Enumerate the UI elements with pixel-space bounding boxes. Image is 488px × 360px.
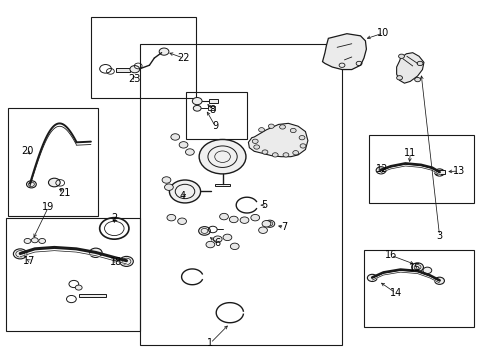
Circle shape [164,184,173,190]
Bar [91,17,195,98]
Circle shape [31,238,38,243]
Polygon shape [396,53,423,83]
Circle shape [213,236,222,242]
Circle shape [434,169,444,176]
Circle shape [396,76,402,80]
Circle shape [219,213,228,220]
Polygon shape [215,184,229,186]
Circle shape [299,135,305,140]
Circle shape [130,66,140,73]
Text: 8: 8 [209,105,215,115]
Circle shape [198,226,210,235]
Polygon shape [322,34,366,69]
Circle shape [26,181,36,188]
Circle shape [185,149,194,155]
Circle shape [366,274,376,282]
Bar [185,92,246,139]
Circle shape [414,77,420,82]
Circle shape [250,215,259,221]
Text: 22: 22 [177,53,189,63]
Circle shape [223,234,231,240]
Text: 6: 6 [214,238,220,248]
Text: 11: 11 [404,148,416,158]
Text: 13: 13 [452,166,464,176]
Text: 10: 10 [377,28,389,38]
Text: 7: 7 [281,222,287,232]
Circle shape [262,221,270,227]
Circle shape [159,48,168,55]
Text: 12: 12 [376,164,388,174]
Text: 18: 18 [110,257,122,267]
Circle shape [39,238,45,243]
Circle shape [162,177,170,183]
Polygon shape [248,123,307,157]
Circle shape [253,145,259,149]
Circle shape [205,241,214,248]
Text: 3: 3 [436,231,442,240]
Circle shape [283,153,288,157]
Circle shape [416,61,422,66]
Circle shape [75,285,82,290]
Bar [140,44,341,345]
Text: 9: 9 [212,121,218,131]
Circle shape [193,105,201,111]
Text: 19: 19 [42,202,55,212]
Bar [368,135,473,203]
Circle shape [411,263,423,271]
Polygon shape [435,170,445,174]
Circle shape [252,139,258,143]
Circle shape [375,167,385,174]
Circle shape [13,249,27,259]
Bar [5,218,140,330]
Polygon shape [79,294,105,297]
Text: 23: 23 [128,73,141,84]
Circle shape [240,217,248,224]
Circle shape [262,150,267,154]
Circle shape [169,180,200,203]
Circle shape [170,134,179,140]
Bar [8,108,98,216]
Circle shape [264,220,274,227]
Circle shape [120,256,133,266]
Circle shape [199,139,245,174]
Circle shape [272,153,278,157]
Circle shape [166,215,175,221]
Circle shape [258,227,267,233]
Bar [363,250,473,327]
Circle shape [230,243,239,249]
Text: 17: 17 [23,256,35,266]
Circle shape [177,218,186,225]
Polygon shape [116,68,130,72]
Text: 21: 21 [58,188,70,198]
Text: 1: 1 [207,338,213,348]
Text: 5: 5 [260,200,266,210]
Text: 4: 4 [179,191,185,201]
Text: 15: 15 [408,263,421,273]
Circle shape [398,54,404,58]
Circle shape [89,248,102,257]
Circle shape [292,150,298,155]
Circle shape [192,98,202,105]
Circle shape [48,178,60,187]
Circle shape [279,125,285,129]
Circle shape [290,129,296,133]
Circle shape [434,277,444,284]
Circle shape [268,124,274,129]
Circle shape [24,238,31,243]
Circle shape [258,128,264,132]
Text: 20: 20 [21,146,34,156]
Text: 14: 14 [389,288,401,298]
Circle shape [229,216,238,223]
Polygon shape [207,107,215,110]
Circle shape [300,144,305,148]
Circle shape [179,141,187,148]
Polygon shape [209,99,217,103]
Circle shape [422,267,431,274]
Text: 16: 16 [384,250,396,260]
Text: 2: 2 [111,213,117,222]
